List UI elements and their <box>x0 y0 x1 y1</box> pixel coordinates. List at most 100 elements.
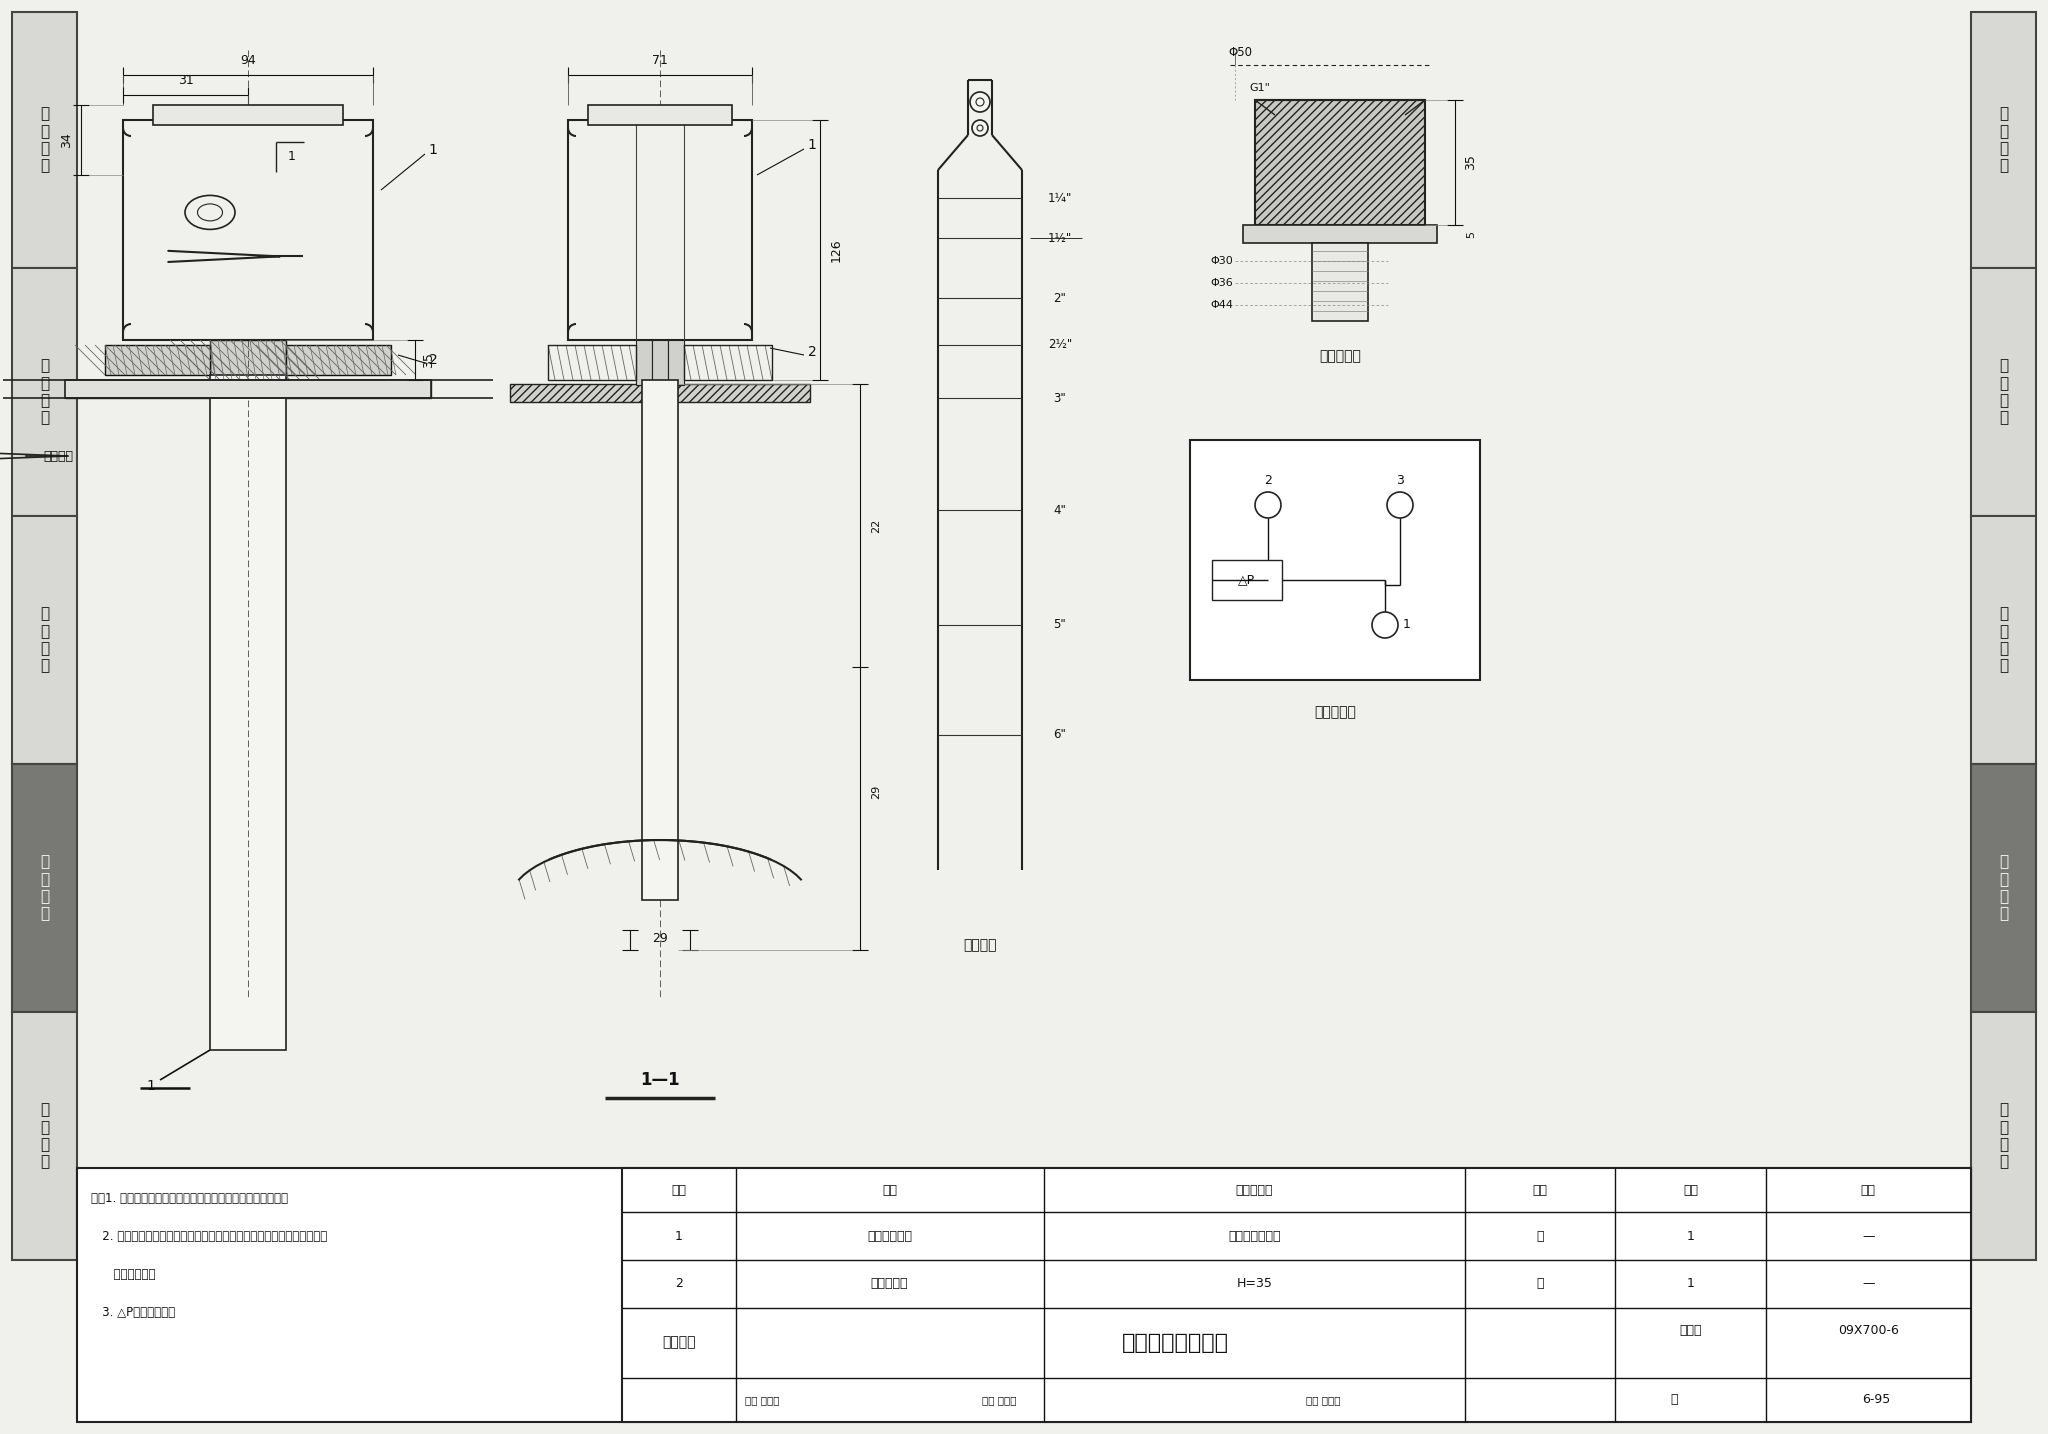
Bar <box>66 380 430 399</box>
Text: Φ50: Φ50 <box>1229 46 1251 59</box>
Text: 1: 1 <box>1688 1230 1694 1243</box>
Text: 1: 1 <box>428 143 438 156</box>
Text: 1: 1 <box>1688 1278 1694 1291</box>
Text: G1": G1" <box>1249 83 1270 93</box>
Text: 审核 李雪儒: 审核 李雪儒 <box>745 1395 778 1405</box>
Text: 35: 35 <box>1464 155 1477 171</box>
Bar <box>1970 11 2036 268</box>
Bar <box>287 346 391 376</box>
Text: —: — <box>1862 1278 1874 1291</box>
Bar <box>1190 440 1481 680</box>
Bar <box>12 268 78 516</box>
Text: 设
备
安
装: 设 备 安 装 <box>1999 855 2007 922</box>
Text: 29: 29 <box>870 784 881 799</box>
Text: 1: 1 <box>289 151 297 163</box>
Text: 2½": 2½" <box>1049 338 1071 351</box>
Text: 6": 6" <box>1053 728 1067 741</box>
Text: 设备安装: 设备安装 <box>662 1335 696 1349</box>
Ellipse shape <box>197 204 223 221</box>
Bar <box>588 105 731 125</box>
Circle shape <box>1372 612 1399 638</box>
Text: 126: 126 <box>829 238 842 262</box>
Bar <box>123 120 373 340</box>
Text: 5": 5" <box>1053 618 1067 631</box>
Text: 3": 3" <box>1053 391 1067 404</box>
Text: 5: 5 <box>1466 231 1477 238</box>
Bar <box>623 1169 1970 1423</box>
Text: 09X700-6: 09X700-6 <box>1837 1324 1898 1336</box>
Bar <box>1970 268 2036 516</box>
Bar <box>211 340 287 380</box>
Text: 型号及规格: 型号及规格 <box>1235 1183 1274 1197</box>
Text: 由工程设计确定: 由工程设计确定 <box>1229 1230 1280 1243</box>
Circle shape <box>971 92 989 112</box>
Text: 31: 31 <box>178 75 193 87</box>
Text: 设
备
安
装: 设 备 安 装 <box>41 855 49 922</box>
Text: 备注: 备注 <box>1862 1183 1876 1197</box>
Text: 设计 董国民: 设计 董国民 <box>1307 1395 1341 1405</box>
Text: 水流方向: 水流方向 <box>43 449 74 463</box>
Text: 29: 29 <box>651 932 668 945</box>
Text: 3. △P为压差指示。: 3. △P为压差指示。 <box>90 1305 176 1318</box>
Text: 供
电
电
源: 供 电 电 源 <box>1999 358 2007 426</box>
Text: Φ30: Φ30 <box>1210 257 1233 265</box>
Text: 71: 71 <box>651 54 668 67</box>
Text: 2. 开关叶片上标注的管径值，为安装该流动开关管道的管径值，叶片余: 2. 开关叶片上标注的管径值，为安装该流动开关管道的管径值，叶片余 <box>90 1229 328 1242</box>
Bar <box>66 380 430 399</box>
Text: 1: 1 <box>676 1230 682 1243</box>
Text: 6-95: 6-95 <box>1862 1394 1890 1407</box>
Text: 防
雷
接
地: 防 雷 接 地 <box>41 1103 49 1170</box>
Bar <box>651 340 668 384</box>
Text: 直形连接头: 直形连接头 <box>1319 348 1362 363</box>
Bar <box>1970 516 2036 764</box>
Text: 机
房
工
程: 机 房 工 程 <box>1999 106 2007 174</box>
Bar <box>637 340 651 384</box>
Text: 34: 34 <box>61 132 74 148</box>
Bar <box>12 764 78 1012</box>
Bar <box>549 346 637 380</box>
Text: 1: 1 <box>145 1078 156 1093</box>
Bar <box>684 346 772 380</box>
Text: 3: 3 <box>1397 473 1405 486</box>
Text: 液体流量开关: 液体流量开关 <box>866 1230 911 1243</box>
Bar <box>668 340 684 384</box>
Bar <box>12 516 78 764</box>
Text: 开关叶片: 开关叶片 <box>963 938 997 952</box>
Text: 供
电
电
源: 供 电 电 源 <box>41 358 49 426</box>
Text: 下部分截去。: 下部分截去。 <box>90 1268 156 1281</box>
Text: 校对 宏育同: 校对 宏育同 <box>983 1395 1018 1405</box>
Circle shape <box>1386 492 1413 518</box>
Bar <box>1255 100 1425 225</box>
Text: 2: 2 <box>428 353 438 367</box>
Circle shape <box>973 120 987 136</box>
Ellipse shape <box>184 195 236 229</box>
Bar <box>510 384 811 402</box>
Text: —: — <box>1862 1230 1874 1243</box>
Text: 22: 22 <box>870 518 881 532</box>
Text: 单位: 单位 <box>1532 1183 1548 1197</box>
Text: 机
房
工
程: 机 房 工 程 <box>41 106 49 174</box>
Text: 2": 2" <box>1053 291 1067 304</box>
Bar <box>12 11 78 268</box>
Text: Φ36: Φ36 <box>1210 278 1233 288</box>
Bar <box>154 105 342 125</box>
Text: 1½": 1½" <box>1049 231 1071 245</box>
Bar <box>1243 225 1438 242</box>
Text: 35: 35 <box>422 353 436 369</box>
Text: 1—1: 1—1 <box>641 1071 680 1088</box>
Text: 2: 2 <box>807 346 817 358</box>
Text: 数量: 数量 <box>1683 1183 1698 1197</box>
Text: 94: 94 <box>240 54 256 67</box>
Text: 液体流动开关安装: 液体流动开关安装 <box>1122 1332 1229 1352</box>
Bar <box>1970 1012 2036 1260</box>
Text: 2: 2 <box>676 1278 682 1291</box>
Bar <box>78 1169 1970 1423</box>
Text: 防
雷
接
地: 防 雷 接 地 <box>1999 1103 2007 1170</box>
Text: 直形连接头: 直形连接头 <box>870 1278 909 1291</box>
Text: 名称: 名称 <box>883 1183 897 1197</box>
Text: 页: 页 <box>1671 1394 1677 1407</box>
Bar <box>104 346 211 376</box>
Bar <box>1313 242 1368 321</box>
Bar <box>12 1012 78 1260</box>
Text: 4": 4" <box>1053 503 1067 516</box>
